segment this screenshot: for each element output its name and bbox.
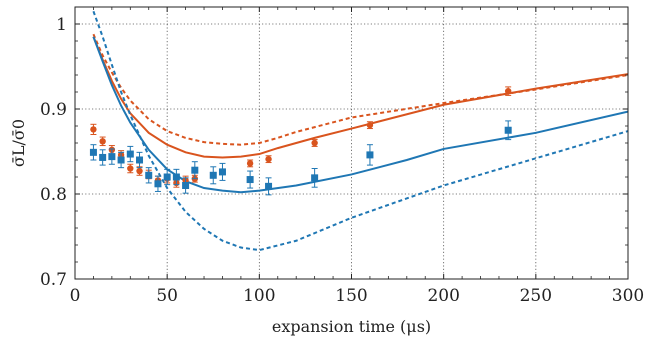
data-point-square <box>126 150 134 158</box>
data-point-square <box>154 180 162 188</box>
solid-model-line-2 <box>92 36 628 159</box>
data-point-circle <box>504 87 512 95</box>
data-point-square <box>246 176 254 184</box>
y-tick-label: 0.7 <box>40 270 67 290</box>
x-tick-label: 150 <box>335 286 367 306</box>
data-point-square <box>145 171 153 179</box>
data-point-circle <box>90 126 97 133</box>
data-point-square <box>191 166 199 174</box>
grid <box>75 7 628 279</box>
data-point-square <box>89 148 97 156</box>
dashed-model-line-5 <box>92 10 628 252</box>
data-point-circle <box>99 138 106 145</box>
y-tick-label: 1 <box>56 15 67 35</box>
x-tick-label: 250 <box>520 286 552 306</box>
data-point-square <box>172 173 180 181</box>
series-clip-group <box>89 10 628 252</box>
data-point-square <box>108 153 116 161</box>
x-tick-label: 200 <box>427 286 459 306</box>
data-point-square <box>117 156 125 164</box>
data-point-square <box>504 126 512 134</box>
data-point-square <box>218 168 226 176</box>
data-point-circle <box>265 155 272 163</box>
series-layer <box>89 10 628 252</box>
x-axis-label: expansion time (μs) <box>272 317 431 336</box>
data-point-circle <box>366 121 374 129</box>
solid-model-line-4 <box>92 36 628 194</box>
data-point-circle <box>136 167 143 175</box>
data-point-square <box>209 171 217 179</box>
data-point-circle <box>127 165 134 172</box>
x-tick-label: 300 <box>612 286 644 306</box>
dashed-model-line-3 <box>92 33 628 146</box>
square-data-series <box>89 120 512 196</box>
axis-ticks: 0 50 100 150 200 250 300 0.7 0.8 0.9 1 <box>40 6 644 306</box>
x-tick-label: 0 <box>70 286 81 306</box>
circle-data-series <box>90 86 512 188</box>
data-point-square <box>136 156 144 164</box>
data-point-square <box>99 153 107 161</box>
y-tick-label: 0.8 <box>40 185 67 205</box>
data-point-square <box>163 173 171 181</box>
x-tick-label: 50 <box>156 286 178 306</box>
data-point-square <box>265 182 273 190</box>
data-point-circle <box>311 139 318 147</box>
data-point-square <box>311 174 319 182</box>
data-point-square <box>366 151 374 159</box>
x-tick-label: 100 <box>243 286 275 306</box>
y-tick-label: 0.9 <box>40 100 67 120</box>
data-point-circle <box>246 160 254 167</box>
y-axis-label: σ̄L/σ̄0 <box>9 119 28 167</box>
data-point-square <box>182 182 190 189</box>
